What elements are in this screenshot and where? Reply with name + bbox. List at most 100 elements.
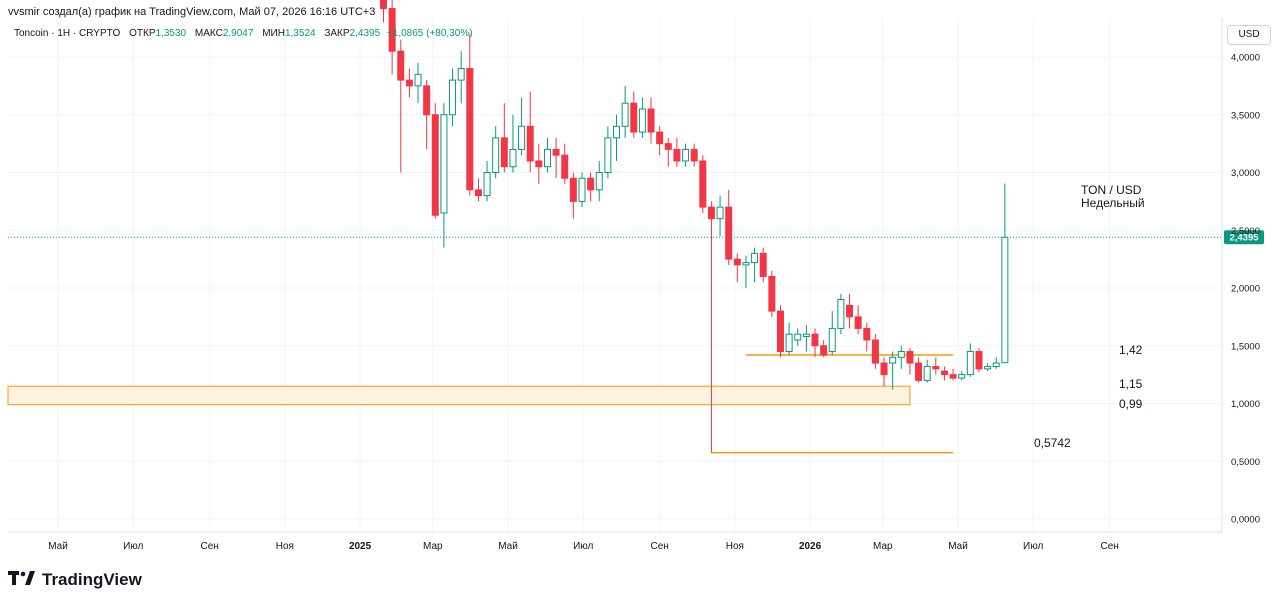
x-tick-label: 2025 [349,541,372,552]
chart-title-line1: TON / USD [1081,183,1142,197]
candle-body [725,206,733,260]
candle-body [388,7,396,52]
candle-body [466,68,474,191]
candle-body [457,68,465,81]
x-tick-label: Мар [423,541,443,552]
candle [1001,183,1009,364]
candle-body [535,160,543,168]
candle-body [1001,236,1009,364]
y-tick-label: 4,0000 [1231,53,1260,64]
tradingview-brand[interactable]: TradingView [8,570,142,590]
candle-body [500,137,508,168]
candle [552,137,560,179]
y-tick-label: 3,5000 [1231,110,1260,121]
candle [457,51,465,104]
candle [440,103,448,248]
chart-grid [8,18,1222,532]
candle-body [811,333,819,347]
candle-body [759,252,767,277]
candle-body [543,148,551,168]
candle-body [940,370,948,376]
candle [966,343,974,377]
candle-body [587,177,595,191]
low-value: 1,3524 [284,28,316,39]
current-price-label: 2,4395 [1229,233,1259,244]
high-value: 2,9047 [222,28,254,39]
time-axis: Май Июл Сен Ноя 2025 Мар Май Июл Сен Ноя 2026 Мар Ма… [8,531,1222,552]
candle-body [578,177,586,202]
tradingview-logo-icon [8,570,36,590]
y-tick-label: 1,5000 [1231,341,1260,352]
candle-body [423,85,431,116]
candle [682,143,690,167]
candle [811,328,819,358]
candle-body [915,362,923,381]
candle [405,68,413,98]
currency-button[interactable]: USD [1227,25,1271,45]
candle-body [820,345,828,356]
candle-body [742,262,750,266]
candle-body [397,50,405,81]
candle [716,195,724,237]
candle [751,247,759,283]
candle [673,137,681,167]
candle [820,339,828,358]
candle [897,345,905,369]
candle [414,62,422,104]
open-value: 1,3530 [155,28,187,39]
candle-body [897,351,905,358]
candle-body [949,374,957,379]
symbol-legend: Toncoin · 1H · CRYPTO ОТКР1,3530 МАКС2,9… [14,28,473,39]
candle [621,85,629,138]
candle-body [828,327,836,353]
candle-body [837,299,845,329]
candle [863,322,871,352]
candle [397,39,405,173]
y-tick-label: 1,0000 [1231,399,1260,410]
candle [638,97,646,138]
candle-body [621,102,629,127]
candle [828,311,836,355]
candle-body [992,362,1000,368]
candle [846,293,854,329]
candle-body [518,125,526,150]
candle-body [638,108,646,133]
candle [940,366,948,381]
candle-body [630,102,638,133]
candle [578,172,586,208]
candle-body [863,327,871,341]
price-axis: 4,0000 3,5000 3,0000 2,5000 2,0000 1,5000 1,00… [1221,18,1260,532]
candle-body [932,366,940,370]
candle [776,305,784,358]
candle [707,201,715,453]
candle [423,80,431,150]
candle-body [595,172,603,191]
candle-body [569,177,577,202]
candle [880,357,888,387]
candle [647,97,655,144]
x-tick-label: Май [498,541,518,552]
candle [854,305,862,335]
y-tick-label: 0,0000 [1231,515,1260,526]
candle-body [785,333,793,353]
candle-body [613,125,621,139]
candle-body [656,131,664,145]
candle-body [526,125,534,162]
candle-body [431,114,439,216]
x-tick-label: Сен [651,541,669,552]
change-value: +1,0865 (+80,30%) [386,28,473,39]
author-credit: vvsmir создал(а) график на TradingView.c… [8,6,376,18]
candle-body [958,374,966,379]
candle [932,357,940,375]
x-tick-label: Ноя [726,541,744,552]
y-tick-label: 2,0000 [1231,284,1260,295]
chart-title-line2: Недельный [1081,196,1145,210]
y-tick-label: 2,5000 [1231,226,1260,237]
y-tick-label: 0,5000 [1231,457,1260,468]
candle-body [975,351,983,370]
candle [543,137,551,173]
candle-body [647,108,655,133]
candle-body [794,333,802,341]
candle-body [682,148,690,162]
